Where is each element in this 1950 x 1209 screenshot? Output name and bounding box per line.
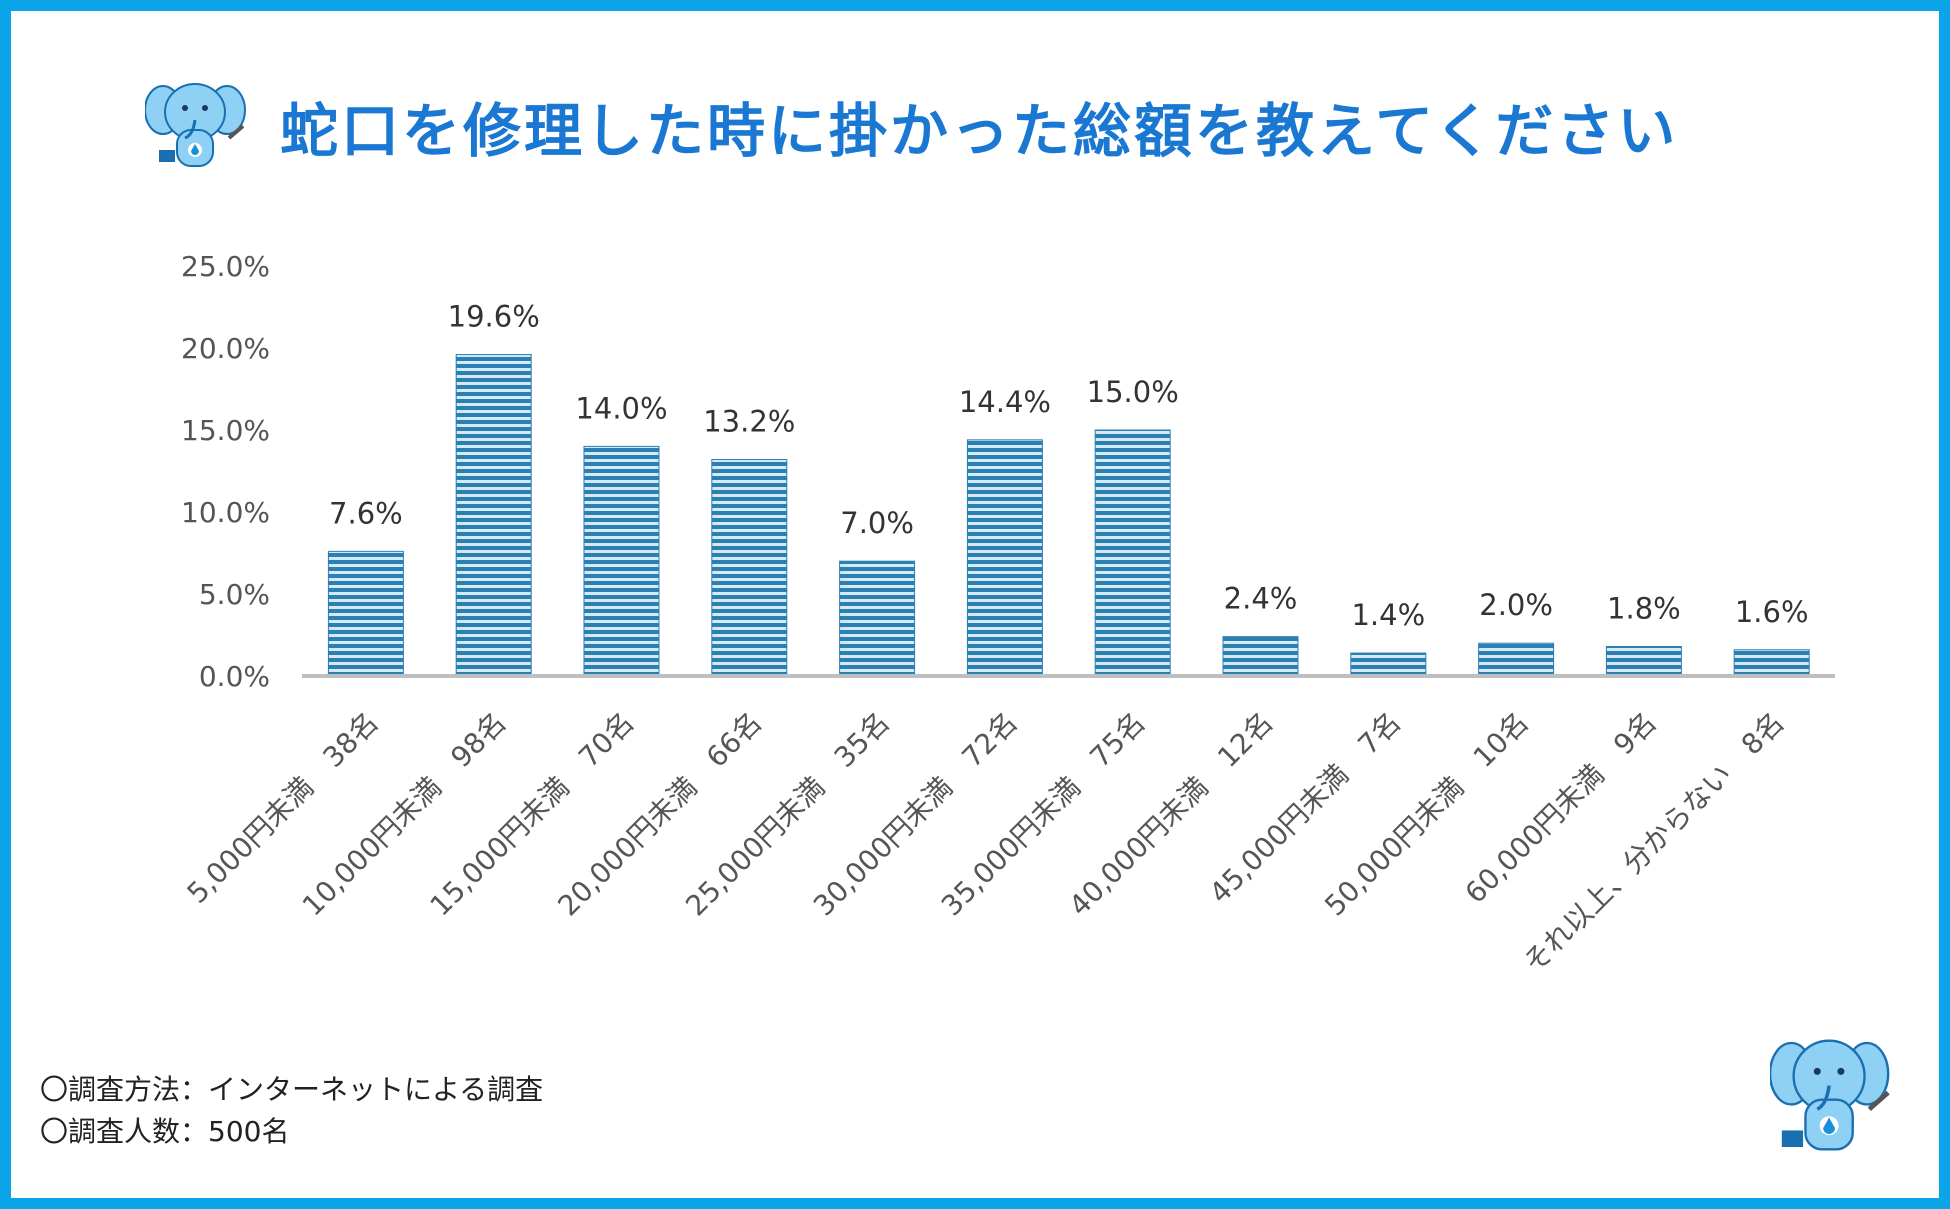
bar-value-label: 7.6% [329,496,403,530]
y-tick-label: 15.0% [181,414,270,447]
category-label: それ以上、分からない 8名 [1517,706,1791,980]
bar [1222,636,1299,677]
y-tick-label: 20.0% [181,332,270,365]
bar-value-label: 19.6% [448,300,540,334]
bar [583,445,660,677]
bar-value-label: 1.4% [1351,598,1425,632]
y-tick-label: 0.0% [199,660,270,693]
bar [327,550,404,677]
y-tick-label: 10.0% [181,496,270,529]
bar [711,459,788,677]
survey-count-note: 〇調査人数：500名 [40,1115,290,1148]
y-tick-label: 5.0% [199,578,270,611]
bar [839,560,916,677]
bar-value-label: 2.4% [1224,582,1298,616]
bar [1605,645,1682,677]
bar-value-label: 14.0% [575,391,667,425]
bar [1478,642,1555,677]
elephant-mascot-corner-icon [1770,1039,1890,1151]
bar-value-label: 2.0% [1479,588,1553,622]
bar [455,354,532,677]
bar [1350,652,1427,677]
bar-value-label: 14.4% [959,385,1051,419]
bar-value-label: 13.2% [703,405,795,439]
y-tick-label: 25.0% [181,250,270,283]
bar [966,439,1043,677]
bar [1094,429,1171,677]
bar-value-label: 1.6% [1735,595,1809,629]
bar-value-label: 15.0% [1087,375,1179,409]
elephant-mascot-icon [145,83,246,167]
bar-value-label: 7.0% [840,506,914,540]
bar-value-label: 1.8% [1607,591,1681,625]
bar [1733,649,1810,677]
page-title: 蛇口を修理した時に掛かった総額を教えてください [280,97,1679,165]
survey-method-note: 〇調査方法：インターネットによる調査 [40,1073,544,1106]
